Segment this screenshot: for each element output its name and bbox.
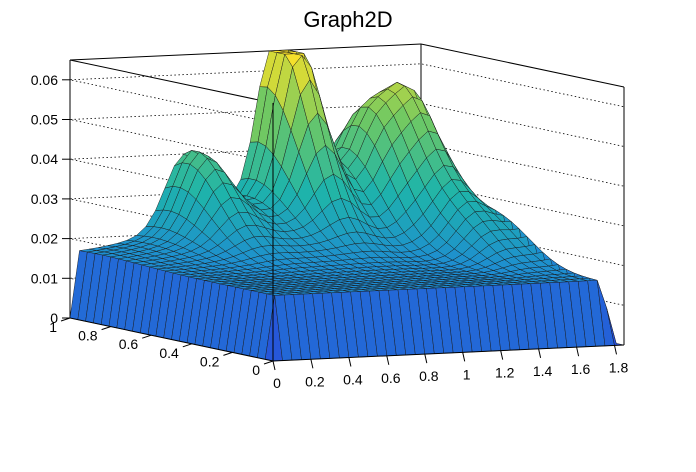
y-tick bbox=[142, 334, 152, 339]
x-tick bbox=[348, 357, 352, 367]
x-tick bbox=[310, 359, 314, 369]
y-tick-label: 1 bbox=[49, 319, 57, 335]
z-tick-label: 0.04 bbox=[31, 151, 58, 167]
x-tick bbox=[272, 360, 276, 371]
front-edge bbox=[272, 344, 625, 362]
back-edge bbox=[420, 43, 625, 88]
x-tick bbox=[462, 352, 466, 362]
y-axis: 0 0.2 0.4 0.6 0.8 1 bbox=[49, 317, 274, 378]
x-tick-label: 1.4 bbox=[533, 363, 553, 379]
chart-title: Graph2D bbox=[303, 7, 392, 32]
z-tick-label: 0.05 bbox=[31, 112, 58, 128]
z-axis: 0 0.01 0.02 0.03 0.04 0.05 0.06 bbox=[31, 72, 70, 326]
z-tick-label: 0.03 bbox=[31, 191, 58, 207]
surface-mesh bbox=[69, 49, 625, 362]
x-tick bbox=[500, 350, 504, 360]
x-tick-label: 0 bbox=[273, 375, 281, 391]
x-tick-label: 0.2 bbox=[305, 373, 325, 389]
z-tick-label: 0.06 bbox=[31, 72, 58, 88]
z-tick-label: 0.02 bbox=[31, 231, 58, 247]
front-edge bbox=[69, 317, 274, 362]
y-tick bbox=[101, 326, 111, 331]
back-edge bbox=[69, 59, 274, 104]
z-tick-label: 0 bbox=[50, 310, 58, 326]
z-tick-label: 0.01 bbox=[31, 270, 58, 286]
y-tick bbox=[263, 360, 274, 365]
x-tick-label: 1 bbox=[463, 366, 471, 382]
x-tick bbox=[538, 348, 542, 359]
y-tick bbox=[182, 343, 192, 348]
x-tick bbox=[576, 347, 580, 357]
y-tick-label: 0.2 bbox=[200, 353, 220, 369]
x-tick-label: 1.6 bbox=[571, 361, 591, 377]
y-tick-label: 0.6 bbox=[119, 336, 139, 352]
y-tick bbox=[223, 351, 233, 356]
x-tick-label: 0.4 bbox=[343, 372, 363, 388]
gridline bbox=[69, 63, 625, 124]
x-tick-label: 0.8 bbox=[419, 368, 439, 384]
back-edge bbox=[69, 43, 422, 61]
x-tick-label: 1.8 bbox=[609, 359, 629, 375]
x-tick bbox=[424, 353, 428, 364]
x-tick bbox=[614, 345, 617, 355]
x-tick-label: 0.6 bbox=[381, 370, 401, 386]
x-tick-label: 1.2 bbox=[495, 365, 515, 381]
x-tick bbox=[386, 355, 390, 365]
y-tick-label: 0.8 bbox=[78, 328, 98, 344]
x-axis: 0 0.2 0.4 0.6 0.8 1 1.2 1.4 1.6 1.8 bbox=[272, 345, 629, 391]
front-frame bbox=[69, 103, 625, 362]
y-tick-label: 0 bbox=[252, 362, 260, 378]
y-tick-label: 0.4 bbox=[159, 345, 179, 361]
